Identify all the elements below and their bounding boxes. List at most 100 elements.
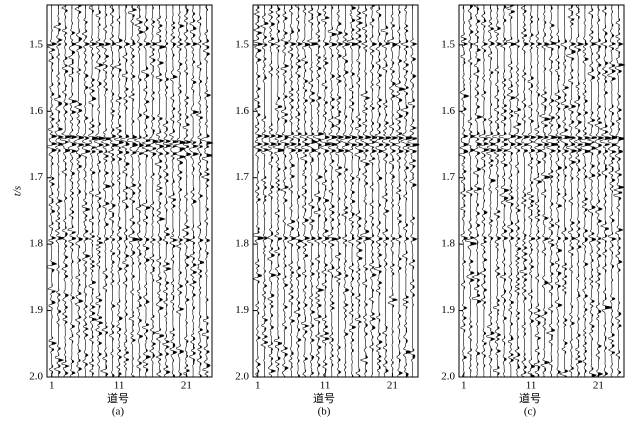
- seismic-trace: [373, 4, 386, 377]
- y-tick-label: 2.0: [441, 371, 455, 383]
- seismic-trace: [127, 4, 140, 378]
- seismic-trace-fill: [490, 10, 496, 377]
- seismic-trace: [299, 4, 311, 378]
- seismic-trace-fill: [524, 5, 530, 377]
- panel-caption: (c): [524, 406, 537, 418]
- seismic-trace: [73, 4, 85, 377]
- seismic-trace: [93, 4, 107, 377]
- y-tick-label: 1.8: [235, 238, 249, 250]
- seismic-trace: [181, 4, 193, 378]
- seismic-trace-fill: [271, 5, 277, 377]
- seismic-trace: [340, 5, 352, 377]
- seismic-trace: [465, 4, 477, 377]
- seismic-trace: [153, 5, 167, 378]
- seismic-trace-fill: [352, 7, 359, 377]
- seismic-trace: [195, 5, 205, 378]
- seismic-trace: [354, 4, 365, 378]
- plot-frame: [252, 4, 419, 378]
- seismic-trace: [333, 5, 345, 378]
- seismic-trace: [106, 4, 119, 378]
- seismic-trace: [120, 4, 131, 377]
- y-tick-label: 1.7: [441, 171, 455, 183]
- x-tick-label: 1: [49, 380, 55, 392]
- seismic-trace: [80, 5, 91, 377]
- traces: [458, 4, 626, 378]
- y-tick-label: 1.9: [29, 304, 43, 316]
- y-tick-label: 1.6: [441, 105, 455, 117]
- seismic-trace-fill: [551, 7, 558, 377]
- y-tick-label: 2.0: [29, 371, 43, 383]
- y-tick-label: 1.9: [235, 304, 249, 316]
- seismic-trace-fill: [85, 9, 91, 367]
- seismic-trace: [400, 4, 414, 378]
- seismic-trace: [67, 5, 79, 378]
- seismic-trace: [86, 4, 99, 378]
- traces: [252, 4, 420, 378]
- traces: [46, 4, 214, 378]
- x-axis-label: 道号: [519, 391, 541, 405]
- seismic-trace-fill: [166, 9, 172, 374]
- y-tick-label: 1.5: [235, 38, 249, 50]
- seismic-trace: [188, 5, 200, 377]
- seismic-trace: [613, 5, 626, 378]
- seismic-trace: [174, 5, 187, 378]
- seismic-trace: [59, 4, 73, 378]
- seismic-trace-fill: [331, 7, 339, 367]
- seismic-trace-fill: [139, 5, 144, 377]
- seismic-trace: [471, 4, 484, 378]
- seismic-trace: [167, 5, 180, 378]
- seismic-trace-fill: [105, 7, 111, 377]
- seismic-trace: [200, 4, 214, 378]
- seismic-trace: [566, 4, 578, 378]
- seismic-trace: [292, 4, 304, 378]
- seismic-trace: [279, 5, 291, 378]
- seismic-trace-fill: [338, 5, 344, 374]
- seismic-trace: [366, 4, 378, 378]
- x-tick-label: 11: [114, 380, 125, 392]
- seismic-trace: [380, 5, 392, 378]
- seismic-trace: [478, 5, 491, 377]
- seismic-trace: [140, 5, 152, 378]
- y-tick-label: 1.6: [235, 105, 249, 117]
- seismic-trace: [599, 4, 613, 378]
- x-tick-label: 1: [461, 380, 467, 392]
- seismic-trace: [458, 4, 470, 378]
- seismic-trace: [492, 4, 503, 378]
- seismic-trace-fill: [365, 5, 372, 373]
- seismic-trace-fill: [544, 5, 551, 377]
- seismic-trace: [326, 4, 340, 377]
- seismic-trace-fill: [125, 5, 130, 377]
- y-tick-label: 1.7: [235, 171, 249, 183]
- seismic-trace-fill: [92, 5, 99, 377]
- seismic-trace: [512, 5, 523, 377]
- y-tick-label: 1.8: [441, 238, 455, 250]
- seismic-trace: [573, 4, 585, 378]
- seismic-trace: [538, 5, 552, 378]
- seismic-trace-fill: [298, 8, 303, 377]
- seismic-trace-fill: [591, 5, 597, 377]
- seismic-trace-fill: [483, 5, 490, 368]
- seismic-trace-fill: [152, 7, 159, 373]
- x-tick-label: 21: [181, 380, 192, 392]
- seismic-trace: [485, 5, 497, 377]
- x-tick-label: 21: [593, 380, 604, 392]
- seismic-trace: [558, 5, 572, 378]
- seismic-trace-fill: [598, 9, 604, 376]
- seismic-trace-fill: [470, 5, 477, 373]
- y-tick-label: 1.5: [441, 38, 455, 50]
- y-tick-label: 1.9: [441, 304, 455, 316]
- seismic-trace: [286, 4, 298, 377]
- seismic-trace-fill: [264, 6, 270, 373]
- seismic-trace: [99, 4, 112, 378]
- seismic-trace-fill: [325, 5, 332, 377]
- seismic-trace-fill: [399, 5, 406, 375]
- seismic-trace: [386, 5, 399, 377]
- seismic-trace-fill: [477, 8, 483, 375]
- plot-frame: [46, 4, 213, 378]
- seismic-trace-fill: [571, 5, 577, 377]
- seismic-trace-fill: [510, 5, 517, 362]
- seismic-trace: [579, 5, 592, 377]
- y-tick-label: 1.7: [29, 171, 43, 183]
- seismic-trace-fill: [277, 7, 285, 377]
